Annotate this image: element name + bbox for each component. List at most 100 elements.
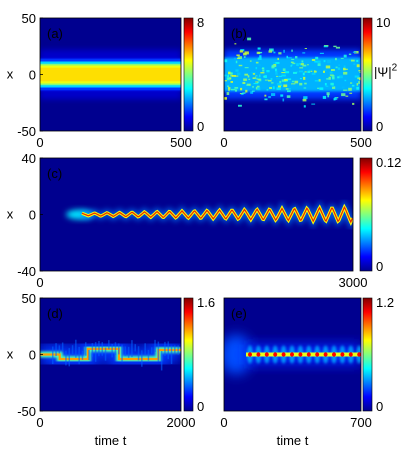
speckle (348, 87, 352, 91)
switch-streak (160, 351, 163, 371)
speckle (273, 51, 276, 54)
switch-streak (121, 344, 123, 363)
speckle (299, 67, 304, 69)
speckle (243, 56, 246, 58)
speckle (290, 61, 294, 64)
speckle (247, 75, 250, 78)
speckle (224, 59, 228, 63)
speckle (230, 88, 236, 91)
speckle (266, 89, 269, 91)
speckle (295, 56, 298, 59)
speckle (235, 60, 238, 64)
y-tick-label: 0 (29, 208, 36, 223)
switch-streak (52, 346, 54, 365)
speckle (287, 78, 292, 81)
speckle (354, 75, 359, 78)
speckle (312, 75, 316, 79)
speckle (248, 78, 251, 80)
y-tick-label: 0 (29, 348, 36, 363)
speckle (349, 59, 353, 62)
speckle (227, 85, 230, 87)
speckle (259, 74, 261, 78)
speckle (331, 69, 335, 71)
speckle (256, 51, 260, 55)
switch-streak (151, 347, 153, 354)
speckle (303, 77, 306, 80)
speckle (256, 76, 260, 79)
speckle (275, 68, 277, 72)
speckle (333, 98, 336, 101)
speckle (226, 77, 230, 81)
colorbar-tick-label: 0 (376, 399, 383, 414)
colorbar-tick-label: 1.2 (376, 295, 394, 310)
heatmap-plot (40, 18, 181, 131)
breathing-peak (298, 352, 303, 357)
speckle (352, 51, 357, 53)
speckle (241, 93, 244, 95)
speckle (323, 70, 325, 73)
band-core-4 (40, 67, 181, 82)
panel-label: (d) (47, 306, 63, 321)
speckle (307, 70, 311, 73)
speckle (323, 60, 326, 63)
y-tick-label: 50 (22, 11, 36, 26)
switch-streak (144, 343, 146, 355)
speckle (263, 75, 265, 78)
breathing-peak (332, 352, 336, 357)
speckle (285, 88, 290, 90)
speckle (286, 95, 291, 98)
speckle (269, 87, 272, 89)
speckle (257, 87, 261, 91)
speckle (359, 78, 361, 81)
speckle (337, 76, 340, 79)
speckle (343, 71, 348, 75)
speckle (234, 43, 237, 45)
speckle (296, 63, 299, 66)
speckle (242, 92, 246, 94)
speckle (236, 58, 241, 59)
speckle (257, 64, 261, 66)
speckle (275, 73, 278, 75)
speckle (316, 60, 321, 63)
speckle (299, 82, 303, 86)
switch-streak (137, 346, 140, 361)
switch-streak (127, 346, 130, 358)
panel-e: (e) 0 700 time t 1.2 0 (220, 295, 394, 448)
switch-streak (164, 341, 166, 357)
speckle (299, 63, 301, 65)
speckle (358, 70, 361, 72)
heatmap-plot (224, 18, 361, 131)
speckle (271, 93, 276, 96)
speckle (308, 69, 313, 72)
speckle (343, 67, 346, 71)
speckle (252, 77, 256, 79)
speckle (278, 52, 282, 55)
breathing-peak (248, 352, 252, 357)
x-tick-label: 500 (350, 135, 372, 150)
speckle (358, 81, 360, 84)
speckle (248, 68, 251, 71)
speckle (232, 75, 236, 77)
switch-streak (114, 342, 117, 356)
speckle (330, 82, 334, 86)
speckle (335, 46, 340, 49)
speckle (303, 105, 306, 108)
speckle (344, 79, 347, 82)
breathing-peak (306, 352, 311, 357)
speckle (234, 87, 239, 89)
x-tick-label: 0 (220, 415, 227, 430)
speckle (317, 87, 320, 89)
speckle (359, 71, 361, 73)
speckle (249, 60, 252, 62)
speckle (279, 80, 282, 84)
speckle (240, 87, 243, 91)
speckle (303, 96, 308, 100)
speckle (252, 86, 254, 88)
switch-streak (101, 342, 103, 356)
speckle (279, 75, 282, 77)
y-axis-label: x (7, 67, 14, 82)
speckle (240, 49, 245, 52)
speckle (230, 72, 233, 74)
breathing-peak (256, 352, 261, 357)
